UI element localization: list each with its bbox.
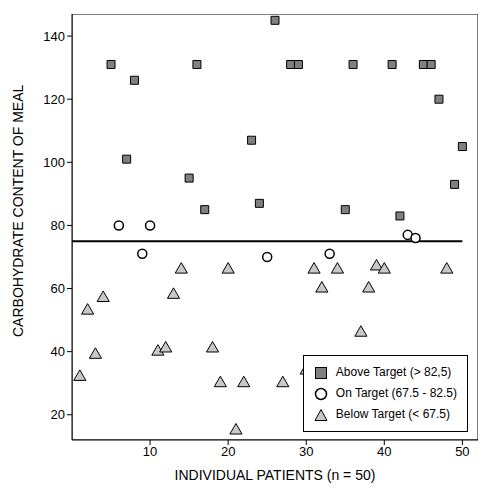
svg-text:INDIVIDUAL PATIENTS (n = 50): INDIVIDUAL PATIENTS (n = 50) (175, 467, 376, 483)
svg-text:40: 40 (377, 444, 391, 459)
html-text:Below Target (< 67.5): Below Target (< 67.5) (335, 407, 450, 421)
svg-text:50: 50 (455, 444, 469, 459)
svg-text:80: 80 (51, 218, 65, 233)
svg-text:120: 120 (43, 92, 65, 107)
svg-text:30: 30 (299, 444, 313, 459)
svg-text:20: 20 (51, 407, 65, 422)
svg-text:140: 140 (43, 29, 65, 44)
svg-text:CARBOHYDRATE CONTENT OF MEAL: CARBOHYDRATE CONTENT OF MEAL (10, 84, 26, 337)
html-text:Above Target (> 82,5): Above Target (> 82,5) (335, 365, 452, 379)
svg-text:100: 100 (43, 155, 65, 170)
svg-text:10: 10 (143, 444, 157, 459)
html-text:On Target (67.5 - 82.5): On Target (67.5 - 82.5) (335, 386, 457, 400)
svg-text:20: 20 (221, 444, 235, 459)
svg-text:40: 40 (51, 344, 65, 359)
svg-text:60: 60 (51, 281, 65, 296)
